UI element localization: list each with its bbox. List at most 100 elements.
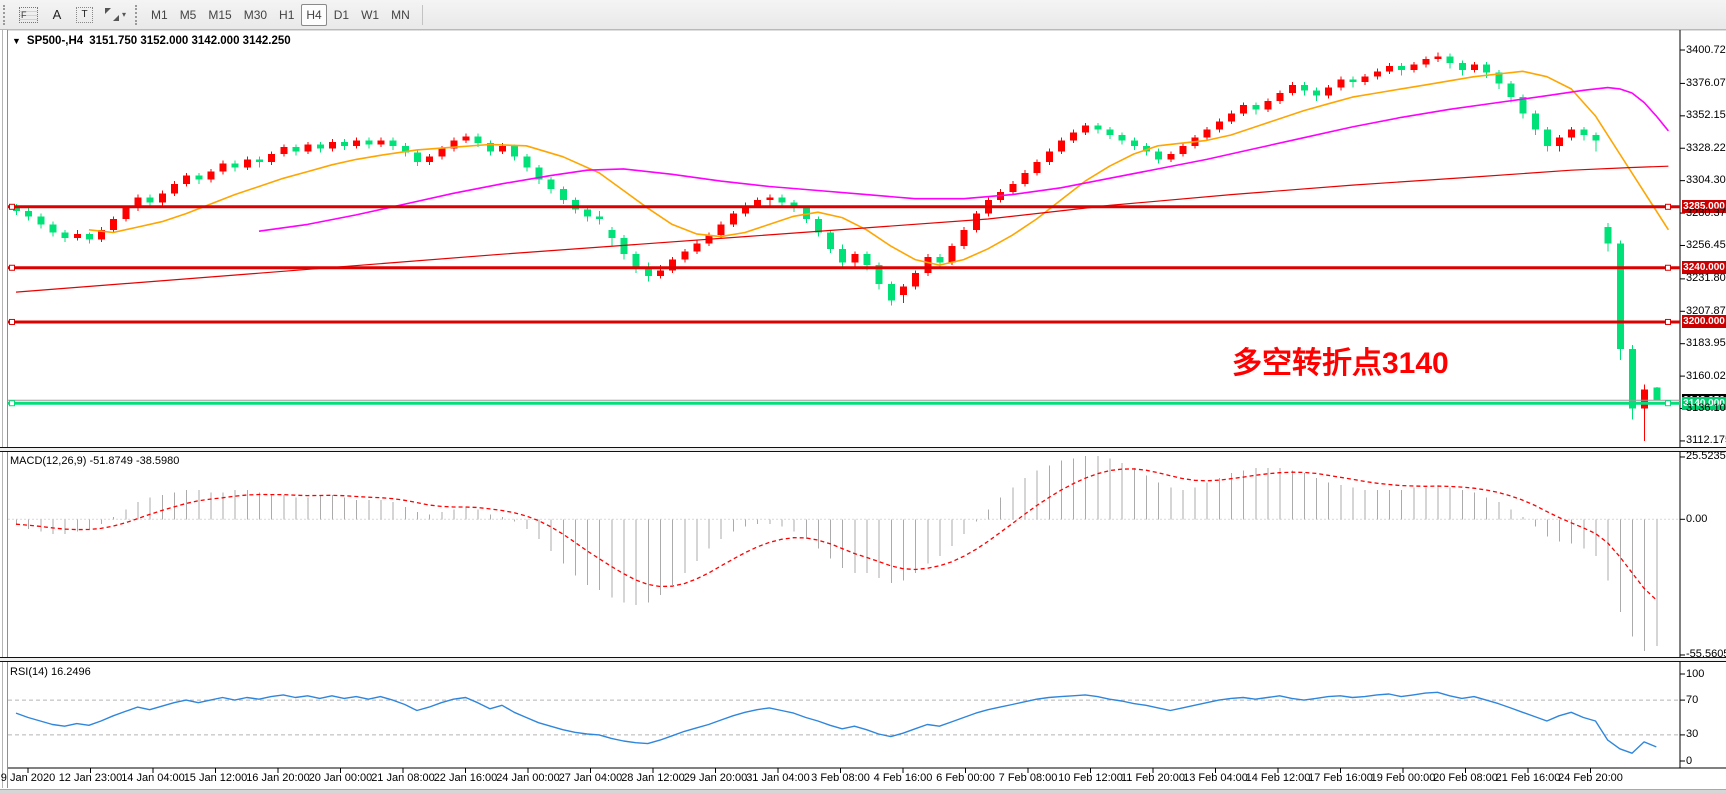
time-axis-label: 27 Jan 04:00 [558,772,623,784]
timeframe-button-group: M1 M5 M15 M30 H1 H4 D1 W1 MN [145,3,416,26]
macd-indicator-label: MACD(12,26,9) -51.8749 -38.5980 [10,455,180,467]
timeframe-button-d1[interactable]: D1 [329,4,354,26]
time-axis-label: 29 Jan 20:00 [683,772,748,784]
price-axis-label: 3376.075 [1686,76,1726,89]
left-window-border [0,30,8,788]
timeframe-button-h1[interactable]: H1 [274,4,299,26]
timeframe-button-mn[interactable]: MN [386,4,415,26]
hline-price-label-3140.000: 3140.000 [1682,396,1726,410]
time-axis-label: 20 Feb 08:00 [1433,772,1498,784]
macd-histogram-series [16,455,1658,652]
time-axis-label: 13 Feb 04:00 [1183,772,1248,784]
toolbar: F A T ▾ M1 M5 M15 M30 H1 H4 D1 W1 MN [0,0,1726,30]
price-axis-label: 3136.100 [1686,402,1726,415]
hline-handle[interactable] [9,203,15,210]
time-axis-label: 21 Feb 16:00 [1495,772,1561,784]
timeframe-button-w1[interactable]: W1 [356,4,384,26]
toolbar-grip[interactable] [135,4,142,25]
rsi-axis-label: 0 [1686,754,1693,767]
price-axis-label: 3400.725 [1686,43,1726,56]
time-axis[interactable] [0,768,1726,789]
hline-price-label-3240.000: 3240.000 [1682,261,1726,275]
ma-long-red-line [15,165,1669,293]
time-axis-label: 28 Jan 12:00 [621,772,685,784]
time-axis-label: 10 Feb 12:00 [1058,772,1123,784]
price-axis-label: 3112.175 [1686,434,1726,447]
time-axis-label: 17 Feb 16:00 [1308,772,1373,784]
text-icon: T [76,6,93,23]
hline-handle[interactable] [1665,400,1671,407]
price-axis[interactable] [1680,30,1726,768]
price-axis-label: 3183.950 [1686,337,1726,350]
time-axis-label: 4 Feb 16:00 [873,772,933,784]
timeframe-button-m5[interactable]: M5 [175,4,202,26]
macd-axis-label: -55.5605 [1686,648,1726,661]
annotation-text: 多空转折点3140 [1232,347,1449,380]
time-axis-label: 20 Jan 00:00 [308,772,373,784]
macd-signal-line [15,468,1657,601]
fibonacci-icon: F [19,6,38,23]
hline-handle[interactable] [1665,318,1671,325]
rsi-axis-label: 70 [1686,693,1699,706]
ohlc-values: 3151.750 3152.000 3142.000 3142.250 [89,35,291,47]
timeframe-button-m15[interactable]: M15 [203,4,236,26]
time-axis-label: 16 Jan 20:00 [246,772,310,784]
arrows-tool-button[interactable]: ▾ [100,4,131,26]
time-axis-label: 6 Feb 00:00 [936,772,995,784]
timeframe-button-m1[interactable]: M1 [146,4,173,26]
rsi-line [15,691,1657,754]
time-axis-label: 11 Feb 20:00 [1120,772,1186,784]
hline-handle[interactable] [1665,264,1671,271]
chart-dropdown-icon[interactable]: ▼ [12,36,21,46]
price-axis-label: 3280.375 [1686,206,1726,219]
time-axis-label: 3 Feb 08:00 [811,772,870,784]
rsi-axis-label: 30 [1686,728,1699,741]
candlestick-series [13,52,1661,442]
symbol-period-label: SP500-,H4 [26,35,84,47]
price-axis-label: 3160.025 [1686,369,1726,382]
fibonacci-tool-button[interactable]: F [14,4,43,26]
toolbar-separator [421,4,423,25]
time-axis-label: 24 Jan 00:00 [496,772,560,784]
hline-handle[interactable] [9,264,15,271]
time-axis-label: 14 Jan 04:00 [121,772,185,784]
price-axis-label: 3231.800 [1686,272,1726,285]
window-bottom-edge [0,789,1726,793]
timeframe-button-m30[interactable]: M30 [239,4,272,26]
time-axis-label: 21 Jan 08:00 [371,772,435,784]
hline-price-label-3200.000: 3200.000 [1682,315,1726,329]
price-axis-label: 3328.225 [1686,141,1726,154]
toolbar-grip[interactable] [3,4,10,25]
time-axis-label: 7 Feb 08:00 [998,772,1058,784]
hline-handle[interactable] [9,400,15,407]
price-axis-label: 3352.150 [1686,109,1726,122]
pane-splitter-main-macd[interactable] [0,447,1726,452]
macd-axis-label: 0.00 [1686,512,1708,525]
time-axis-label: 22 Jan 16:00 [433,772,498,784]
time-axis-label: 12 Jan 23:00 [58,772,123,784]
hline-price-label-3285.000: 3285.000 [1682,200,1726,214]
text-tool-button[interactable]: T [71,4,98,26]
time-axis-label: 19 Feb 00:00 [1370,772,1436,784]
rsi-axis-label: 100 [1686,667,1705,680]
time-axis-label: 24 Feb 20:00 [1558,772,1623,784]
hline-handle[interactable] [1665,203,1671,210]
pane-splitter-macd-rsi[interactable] [0,657,1726,662]
hline-handle[interactable] [9,318,15,325]
arrows-icon [105,8,119,21]
timeframe-button-h4[interactable]: H4 [301,3,327,26]
time-axis-label: 14 Feb 12:00 [1245,772,1311,784]
chevron-down-icon[interactable]: ▾ [122,10,127,19]
time-axis-label: 15 Jan 12:00 [183,772,248,784]
price-axis-label: 3207.875 [1686,304,1726,317]
price-axis-label: 3304.300 [1686,174,1726,187]
macd-axis-label: 25.5235 [1686,450,1726,463]
price-axis-label: 3256.450 [1686,238,1726,251]
time-axis-label: 31 Jan 04:00 [746,772,810,784]
text-label-tool-button[interactable]: A [45,4,69,26]
chart-title: ▼ SP500-,H4 3151.750 3152.000 3142.000 3… [12,35,291,47]
time-axis-label: 9 Jan 2020 [0,772,56,784]
ma-fast-orange-line [88,70,1670,266]
